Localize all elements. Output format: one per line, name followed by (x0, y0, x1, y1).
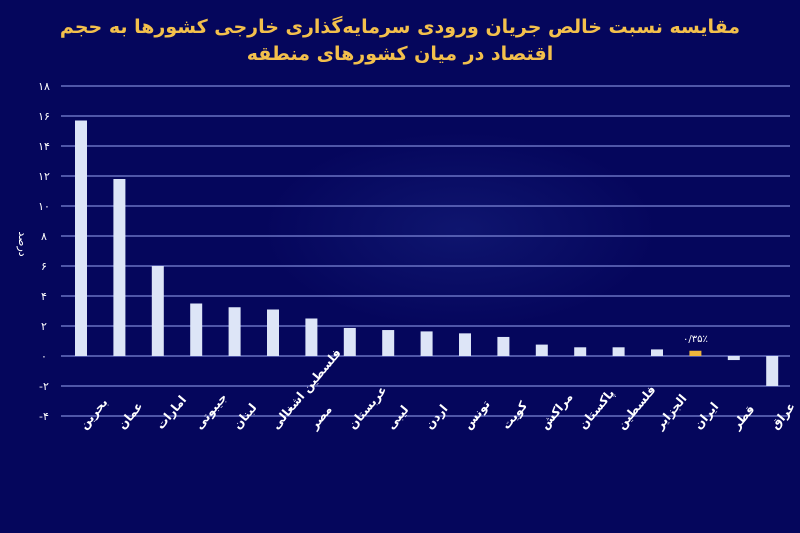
y-tick-label: -۲ (39, 380, 49, 393)
bar (612, 347, 625, 356)
chart-title-line-1: مقایسه نسبت خالص جریان ورودی سرمایه‌گذار… (59, 16, 741, 38)
x-tick-label: قطر (729, 402, 758, 432)
bar (727, 356, 740, 361)
bar (689, 350, 702, 356)
y-tick-label: ۰ (41, 350, 47, 363)
x-tick-label: مصر (306, 402, 335, 432)
x-tick-label: مراکش (537, 390, 575, 432)
bar (420, 331, 433, 356)
bar (459, 333, 471, 356)
chart-title-line-2: اقتصاد در میان کشورهای منطقه (246, 43, 554, 65)
x-tick-label: الجزایر (652, 392, 690, 433)
y-tick-label: ۱۸ (38, 80, 50, 93)
watermark-logo (260, 130, 660, 330)
y-tick-label: ۸ (41, 230, 47, 243)
y-axis-ticks: ۱۸ ۱۶ ۱۴ ۱۲ ۱۰ ۸ ۶ ۴ ۲ ۰ -۲ -۴ (38, 80, 50, 423)
y-tick-label: ۱۶ (38, 110, 50, 123)
x-tick-label: عربستان (345, 383, 389, 432)
y-tick-label: ۱۲ (38, 170, 50, 183)
bar (151, 266, 164, 356)
bar (343, 327, 356, 356)
x-tick-label: لیبی (384, 403, 412, 432)
x-tick-label: فلسطین اشغالی (269, 346, 344, 432)
x-tick-label: بحرین (77, 395, 111, 432)
bar (497, 336, 510, 356)
bar (190, 303, 203, 356)
iran-value-annotation: ۰/۳۵٪ (683, 334, 708, 345)
bar (75, 120, 87, 356)
x-tick-label: امارات (153, 393, 189, 432)
y-tick-label: ۲ (41, 320, 47, 333)
y-tick-label: -۴ (39, 410, 49, 423)
y-tick-label: ۱۴ (38, 140, 50, 153)
gridlines (61, 85, 790, 417)
bar (651, 349, 663, 356)
chart-title: مقایسه نسبت خالص جریان ورودی سرمایه‌گذار… (0, 14, 800, 68)
bars (75, 120, 779, 386)
bar (382, 330, 395, 356)
x-tick-label: تونس (461, 397, 494, 432)
annotations: ۰/۳۵٪ (683, 334, 708, 345)
bar (574, 347, 587, 356)
y-tick-label: ۴ (41, 290, 47, 303)
x-tick-label: فلسطین (614, 383, 658, 432)
x-tick-label: اردن (422, 402, 450, 432)
x-axis-labels: بحرین عمان امارات جیبوتی لبنان فلسطین اشغالیم… (77, 346, 799, 433)
bar (113, 179, 126, 356)
bar (535, 344, 548, 356)
bar (766, 356, 779, 386)
bar (305, 318, 318, 356)
y-tick-label: ۶ (41, 260, 47, 273)
bar (267, 309, 279, 356)
x-tick-label: جیبوتی (192, 390, 231, 432)
bar (228, 307, 241, 356)
y-tick-label: ۱۰ (38, 200, 50, 213)
x-tick-label: پاکستان (576, 386, 617, 432)
